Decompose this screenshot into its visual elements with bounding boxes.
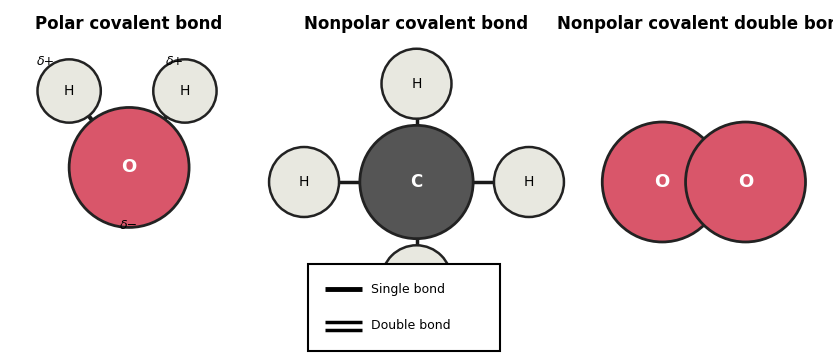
Text: Single bond: Single bond <box>371 283 445 296</box>
Text: H: H <box>180 84 190 98</box>
Ellipse shape <box>69 107 189 228</box>
Ellipse shape <box>37 59 101 123</box>
Ellipse shape <box>153 59 217 123</box>
Text: Double bond: Double bond <box>371 320 451 332</box>
Text: H: H <box>299 175 309 189</box>
Ellipse shape <box>494 147 564 217</box>
Text: O: O <box>122 158 137 177</box>
Ellipse shape <box>686 122 806 242</box>
Text: H: H <box>412 273 421 287</box>
Ellipse shape <box>360 125 473 239</box>
Text: C: C <box>411 173 422 191</box>
Text: δ+: δ+ <box>37 55 55 68</box>
Ellipse shape <box>269 147 339 217</box>
Text: H: H <box>64 84 74 98</box>
Text: O: O <box>655 173 670 191</box>
Ellipse shape <box>382 245 451 315</box>
Text: δ−: δ− <box>120 219 138 232</box>
Text: O: O <box>738 173 753 191</box>
Ellipse shape <box>382 49 451 119</box>
Text: Polar covalent bond: Polar covalent bond <box>36 15 222 32</box>
Ellipse shape <box>602 122 722 242</box>
Text: H: H <box>524 175 534 189</box>
Text: Nonpolar covalent bond: Nonpolar covalent bond <box>304 15 529 32</box>
FancyBboxPatch shape <box>308 264 500 351</box>
Text: Nonpolar covalent double bond: Nonpolar covalent double bond <box>557 15 833 32</box>
Text: δ+: δ+ <box>166 55 184 68</box>
Text: H: H <box>412 77 421 91</box>
